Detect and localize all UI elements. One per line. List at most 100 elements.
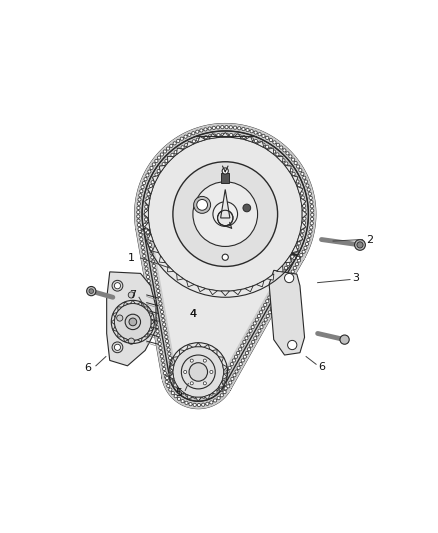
Circle shape: [201, 377, 204, 381]
Circle shape: [192, 383, 195, 386]
Polygon shape: [117, 333, 122, 337]
Circle shape: [309, 230, 312, 233]
Circle shape: [212, 134, 216, 137]
Polygon shape: [219, 382, 224, 387]
Circle shape: [217, 133, 220, 136]
Circle shape: [180, 374, 183, 377]
Circle shape: [156, 330, 159, 333]
Circle shape: [157, 338, 161, 341]
Circle shape: [302, 225, 305, 229]
Circle shape: [171, 373, 174, 376]
Circle shape: [276, 296, 280, 299]
Circle shape: [190, 231, 193, 235]
Polygon shape: [170, 373, 174, 379]
Circle shape: [252, 242, 255, 245]
Circle shape: [184, 135, 187, 138]
Circle shape: [355, 239, 365, 251]
Circle shape: [152, 304, 155, 308]
Circle shape: [162, 163, 165, 166]
Circle shape: [145, 209, 148, 213]
Circle shape: [216, 380, 219, 383]
Circle shape: [173, 161, 278, 266]
Circle shape: [137, 206, 140, 209]
Circle shape: [262, 143, 265, 146]
Polygon shape: [145, 222, 150, 230]
Circle shape: [166, 147, 170, 150]
Circle shape: [219, 236, 222, 239]
Circle shape: [303, 221, 306, 224]
Circle shape: [310, 222, 313, 225]
Circle shape: [173, 142, 176, 145]
Circle shape: [229, 381, 232, 384]
Polygon shape: [187, 141, 194, 148]
Polygon shape: [209, 289, 217, 295]
Circle shape: [150, 296, 153, 300]
Circle shape: [186, 393, 189, 397]
Circle shape: [159, 346, 162, 350]
Polygon shape: [131, 340, 135, 343]
Polygon shape: [145, 198, 150, 206]
Circle shape: [310, 200, 313, 204]
Circle shape: [216, 126, 220, 129]
Circle shape: [200, 385, 204, 388]
Circle shape: [157, 156, 161, 159]
Circle shape: [128, 292, 134, 298]
Circle shape: [223, 383, 226, 386]
Circle shape: [152, 225, 155, 228]
Polygon shape: [167, 156, 174, 163]
Circle shape: [204, 128, 207, 131]
Circle shape: [303, 204, 306, 207]
Circle shape: [232, 359, 236, 362]
Circle shape: [145, 214, 148, 217]
Polygon shape: [221, 173, 229, 183]
Circle shape: [219, 388, 223, 391]
Circle shape: [280, 273, 283, 277]
Polygon shape: [302, 210, 307, 219]
Circle shape: [303, 217, 306, 220]
Polygon shape: [195, 343, 201, 347]
Circle shape: [199, 377, 203, 380]
Circle shape: [188, 133, 191, 136]
Polygon shape: [177, 148, 184, 155]
Circle shape: [307, 188, 311, 191]
Circle shape: [280, 254, 283, 257]
Circle shape: [168, 373, 171, 376]
Circle shape: [138, 198, 141, 201]
Circle shape: [221, 245, 224, 248]
Circle shape: [150, 232, 153, 236]
Circle shape: [311, 213, 314, 216]
Circle shape: [213, 399, 217, 402]
Circle shape: [150, 166, 153, 169]
Circle shape: [264, 318, 267, 321]
Text: 6: 6: [318, 361, 325, 372]
Circle shape: [276, 153, 279, 156]
Circle shape: [240, 240, 243, 243]
Circle shape: [140, 190, 143, 193]
Text: 4: 4: [189, 309, 197, 319]
Circle shape: [212, 379, 215, 382]
Circle shape: [244, 240, 247, 244]
Polygon shape: [300, 222, 306, 230]
Circle shape: [188, 239, 191, 242]
Circle shape: [292, 172, 295, 175]
Polygon shape: [138, 338, 142, 342]
Circle shape: [210, 401, 213, 404]
Circle shape: [205, 378, 208, 381]
Polygon shape: [113, 312, 117, 317]
Circle shape: [227, 238, 230, 241]
Circle shape: [147, 279, 150, 282]
Circle shape: [357, 242, 363, 248]
Polygon shape: [219, 357, 224, 362]
Circle shape: [190, 359, 193, 362]
Circle shape: [209, 378, 212, 382]
Circle shape: [194, 384, 198, 387]
Circle shape: [191, 375, 194, 378]
Circle shape: [220, 381, 223, 384]
Circle shape: [146, 276, 149, 279]
Circle shape: [268, 311, 272, 314]
Circle shape: [165, 159, 168, 163]
Circle shape: [149, 247, 152, 251]
Circle shape: [174, 373, 177, 376]
Circle shape: [311, 209, 314, 212]
Circle shape: [264, 303, 267, 306]
